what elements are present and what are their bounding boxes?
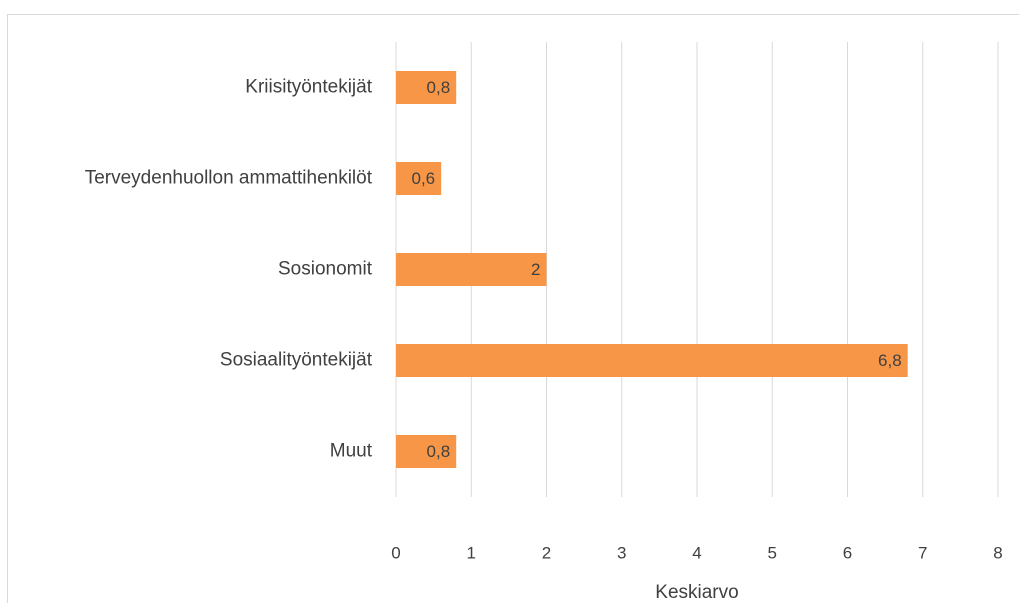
- x-tick-label: 1: [467, 543, 476, 562]
- x-tick-label: 8: [993, 543, 1002, 562]
- x-tick-label: 5: [768, 543, 777, 562]
- x-tick-label: 2: [542, 543, 551, 562]
- x-tick-label: 6: [843, 543, 852, 562]
- bar: [396, 253, 547, 286]
- x-tick-label: 4: [692, 543, 701, 562]
- bar: [396, 435, 457, 468]
- y-tick-label: Muut: [330, 441, 373, 462]
- x-tick-label: 3: [617, 543, 626, 562]
- bar: [396, 71, 457, 104]
- y-tick-label: Terveydenhuollon ammattihenkilöt: [85, 168, 373, 189]
- x-tick-label: 0: [391, 543, 400, 562]
- bar: [396, 344, 908, 377]
- chart-border: [7, 14, 1019, 603]
- value-label: 0,8: [427, 442, 451, 461]
- x-axis-label: Keskiarvo: [655, 582, 738, 603]
- value-label: 0,8: [427, 78, 451, 97]
- y-tick-label: Sosiaalityöntekijät: [220, 350, 373, 371]
- y-tick-label: Kriisityöntekijät: [245, 77, 372, 98]
- value-label: 6,8: [878, 351, 902, 370]
- bar: [396, 162, 442, 195]
- value-label: 0,6: [412, 169, 436, 188]
- value-label: 2: [531, 260, 540, 279]
- x-tick-label: 7: [918, 543, 927, 562]
- y-tick-label: Sosionomit: [278, 259, 373, 280]
